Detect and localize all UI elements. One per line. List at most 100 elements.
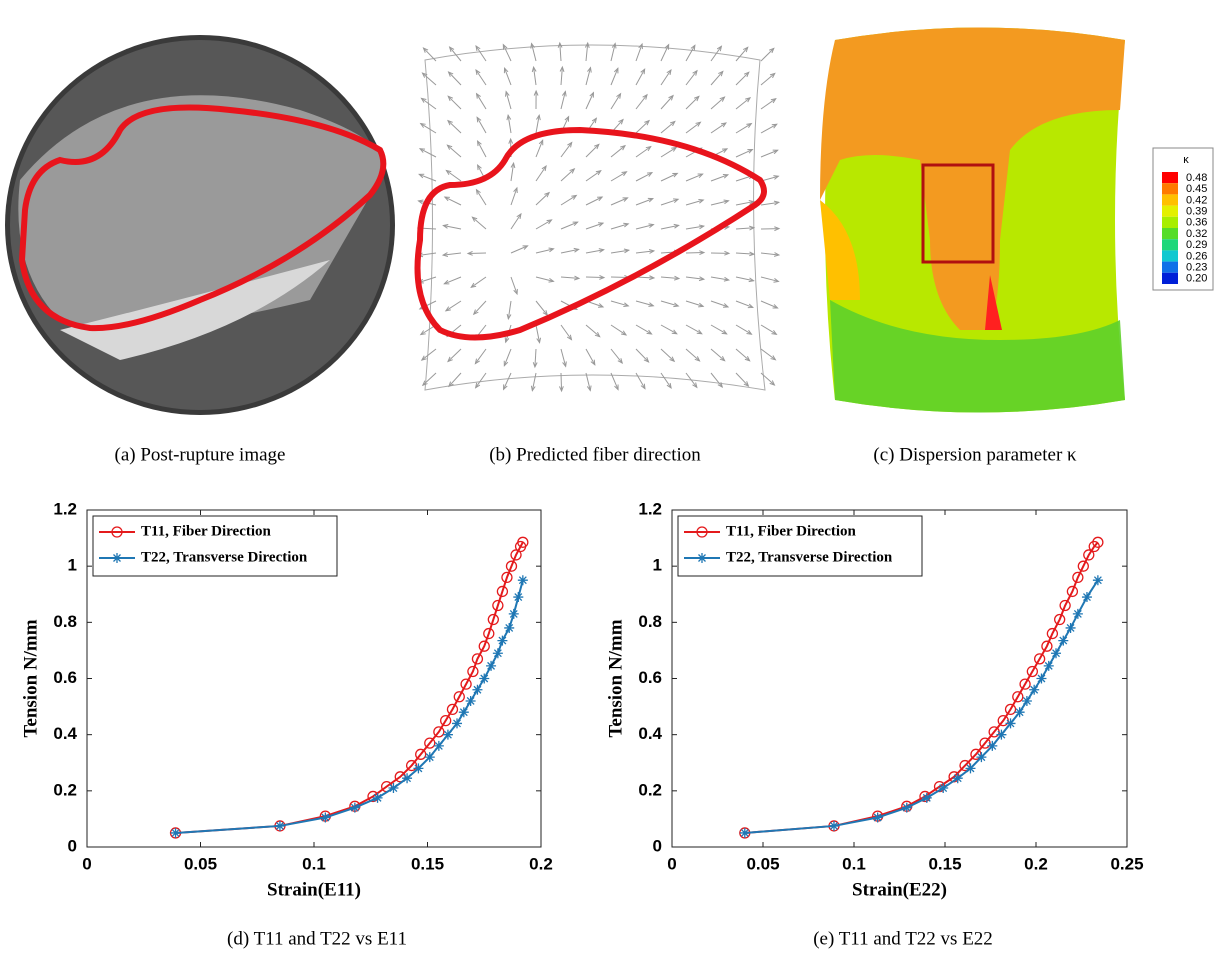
fiber-arrowhead [638, 42, 643, 50]
fiber-arrowhead [673, 198, 680, 203]
fiber-arrow [610, 93, 621, 110]
legend-marker [696, 526, 708, 538]
fiber-arrow [585, 372, 591, 391]
fiber-arrow [535, 140, 544, 158]
fiber-arrowhead [502, 43, 508, 50]
legend-marker [111, 526, 123, 538]
fiber-arrow [446, 170, 462, 182]
fiber-arrow [635, 276, 655, 279]
marker [517, 575, 528, 586]
y-tick-label: 0.4 [53, 724, 77, 743]
fiber-arrowhead [747, 303, 755, 309]
fiber-arrowhead [597, 196, 604, 202]
fiber-arrow [507, 115, 512, 134]
y-axis-label: Tension N/mm [20, 619, 41, 737]
fiber-arrowhead [475, 92, 481, 99]
y-tick-label: 0.6 [53, 668, 77, 687]
marker [458, 707, 469, 718]
fiber-arrowhead [616, 92, 622, 99]
fiber-arrowhead [722, 303, 730, 308]
fiber-arrowhead [716, 45, 723, 52]
marker [1033, 653, 1046, 665]
fiber-arrow [473, 300, 487, 315]
fiber-arrowhead [720, 122, 727, 128]
fiber-arrow [660, 224, 679, 230]
fiber-arrow [735, 149, 753, 158]
fiber-arrowhead [566, 334, 573, 341]
marker [413, 763, 424, 774]
marker [496, 585, 509, 598]
x-tick-label: 0.2 [529, 854, 553, 873]
marker [952, 773, 963, 784]
fiber-arrow [710, 46, 722, 62]
fiber-arrowhead [510, 161, 516, 169]
fiber-arrowhead [669, 356, 676, 363]
fiber-arrow [531, 372, 537, 391]
fiber-arrow [660, 44, 670, 62]
fiber-arrowhead [745, 96, 752, 103]
fiber-arrow [476, 117, 487, 134]
legend-label: T11, Fiber Direction [726, 523, 857, 539]
fiber-arrow [660, 172, 678, 182]
fiber-arrowhead [417, 199, 424, 205]
fiber-arrowhead [719, 356, 726, 362]
fiber-arrow [735, 276, 754, 282]
fiber-arrowhead [696, 329, 703, 335]
fiber-arrow [635, 68, 646, 86]
fiber-arrow [735, 252, 754, 255]
fiber-arrow [443, 252, 462, 256]
marker [483, 627, 495, 640]
fiber-arrowhead [421, 380, 428, 387]
fiber-arrowhead [646, 329, 653, 335]
fiber-arrow [610, 197, 628, 206]
marker [1054, 613, 1066, 626]
fiber-arrowhead [717, 382, 724, 389]
fiber-arrowhead [611, 42, 617, 49]
plot-area [86, 509, 542, 848]
fiber-arrow [535, 324, 541, 343]
fiber-arrowhead [698, 224, 706, 230]
marker [501, 571, 513, 584]
fiber-arrowhead [743, 381, 750, 387]
fiber-arrow [660, 348, 675, 362]
fiber-arrowhead [673, 223, 680, 229]
fiber-arrowhead [769, 380, 776, 386]
fiber-arrowhead [640, 68, 646, 75]
colorbar-swatch [1162, 205, 1178, 217]
fiber-arrow [760, 149, 778, 158]
fiber-arrow [735, 324, 752, 335]
fiber-arrowhead [572, 221, 579, 227]
y-tick-label: 0.8 [53, 612, 77, 631]
colorbar-swatch [1162, 272, 1178, 284]
fiber-arrowhead [648, 223, 655, 228]
y-tick-label: 0 [653, 836, 662, 855]
fiber-arrowhead [420, 97, 427, 103]
fiber-arrowhead [743, 46, 749, 53]
fiber-arrowhead [446, 144, 453, 150]
fiber-arrow [685, 45, 696, 62]
fiber-arrow [585, 249, 604, 254]
fiber-arrowhead [743, 71, 750, 78]
fiber-arrowhead [587, 66, 592, 73]
fiber-arrow [585, 92, 594, 110]
fiber-arrowhead [672, 172, 679, 178]
marker [510, 549, 522, 561]
fiber-arrowhead [719, 96, 726, 102]
fiber-arrowhead [536, 337, 542, 344]
fiber-arrow [443, 224, 462, 230]
fiber-arrow [535, 276, 554, 282]
fiber-arrow [685, 173, 703, 182]
marker [1065, 622, 1076, 633]
plot-area [671, 509, 1128, 848]
marker [460, 678, 472, 690]
fiber-arrowhead [584, 41, 590, 49]
fiber-arrowhead [722, 148, 729, 153]
marker [479, 673, 490, 684]
marker [1077, 560, 1089, 572]
colorbar-label: 0.42 [1186, 194, 1207, 206]
fiber-arrow [735, 372, 749, 387]
fiber-arrow [421, 97, 437, 110]
fiber-arrowhead [640, 383, 646, 390]
fiber-arrow [635, 250, 654, 254]
